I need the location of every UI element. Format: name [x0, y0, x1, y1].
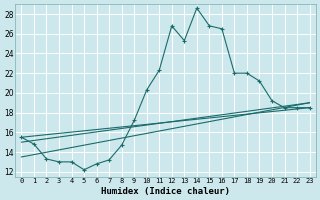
X-axis label: Humidex (Indice chaleur): Humidex (Indice chaleur): [101, 187, 230, 196]
